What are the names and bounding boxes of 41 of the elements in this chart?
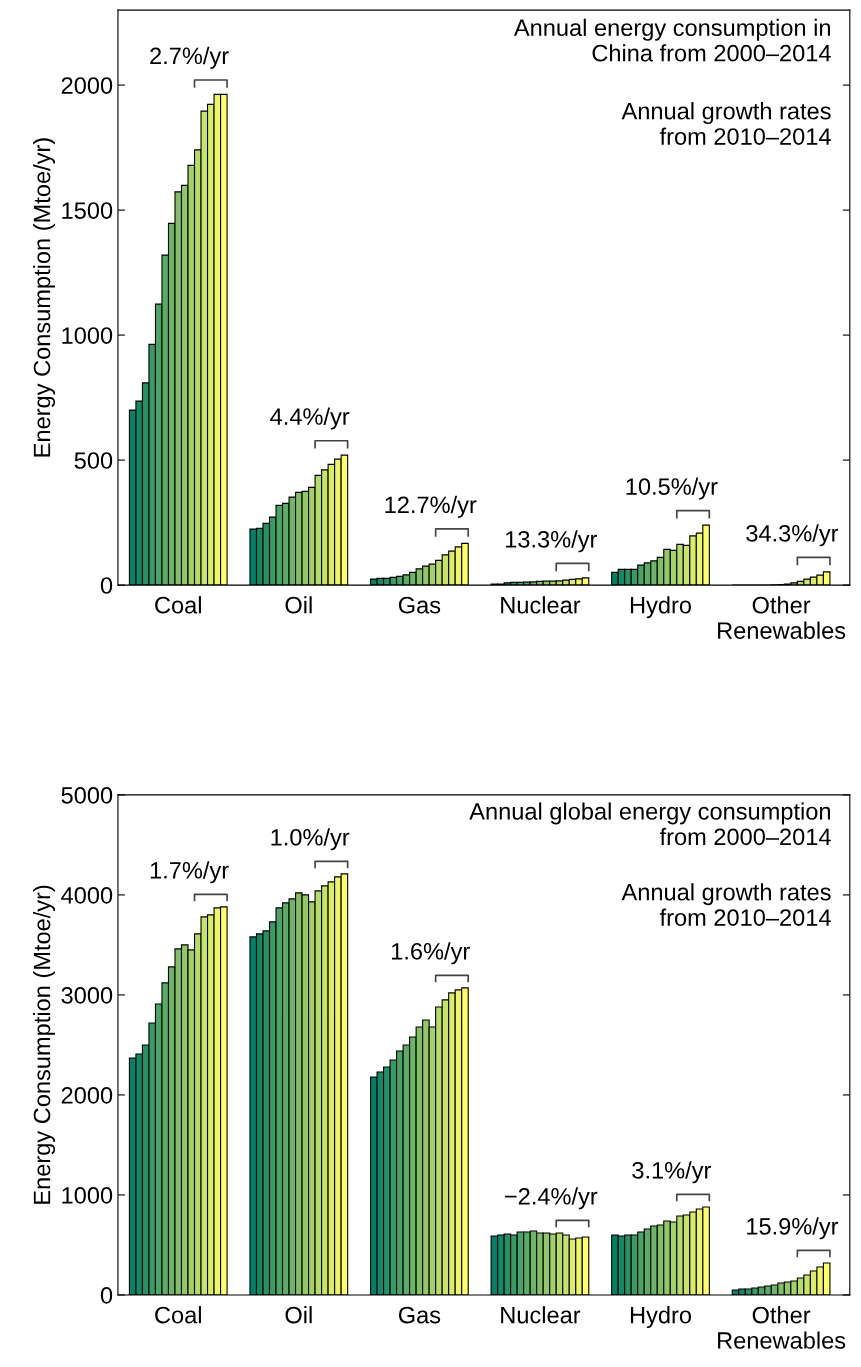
- annotation: 1.0%/yr: [271, 828, 350, 851]
- y-axis-title: Energy Consumption (Mtoe/yr): [33, 138, 56, 457]
- x-tick-label: Other Renewables: [718, 1306, 846, 1349]
- annotation: 1.6%/yr: [392, 942, 470, 965]
- y-tick-label: 2000: [61, 1087, 113, 1104]
- x-tick-label: Gas: [398, 1306, 441, 1324]
- annotation: 10.5%/yr: [626, 477, 718, 500]
- y-axis-title: Energy Consumption (Mtoe/yr): [33, 885, 56, 1204]
- annotation: Annual energy consumption in China from 2000–2014: [513, 18, 831, 62]
- y-tick-label: 4000: [61, 886, 113, 904]
- x-tick-label: Other Renewables: [718, 596, 846, 639]
- annotation: 34.3%/yr: [746, 524, 839, 547]
- annotation: 3.1%/yr: [632, 1161, 711, 1184]
- annotation: 1.7%/yr: [150, 861, 229, 884]
- x-tick-label: Gas: [398, 596, 441, 614]
- annotation: −2.4%/yr: [505, 1187, 598, 1210]
- x-tick-label: Coal: [155, 1306, 201, 1324]
- x-tick-label: Oil: [285, 596, 312, 614]
- annotation: 2.7%/yr: [150, 46, 229, 69]
- y-tick-label: 1000: [62, 327, 113, 344]
- annotation: Annual growth rates from 2010–2014: [621, 102, 831, 145]
- annotation: 12.7%/yr: [385, 495, 477, 518]
- x-tick-label: Hydro: [630, 596, 692, 619]
- annotation: Annual growth rates from 2010–2014: [621, 883, 831, 926]
- y-tick-label: 5000: [61, 786, 113, 804]
- x-tick-label: Hydro: [630, 1306, 692, 1329]
- annotation: 13.3%/yr: [506, 530, 597, 553]
- annotation: Annual global energy consumption from 2000–2014: [469, 802, 831, 846]
- y-tick-label: 0: [100, 1287, 113, 1304]
- annotation: 4.4%/yr: [270, 407, 350, 430]
- y-tick-label: 0: [100, 577, 113, 594]
- y-tick-label: 1500: [62, 202, 113, 219]
- y-tick-label: 3000: [61, 987, 113, 1004]
- x-tick-label: Nuclear: [501, 596, 581, 614]
- x-tick-label: Coal: [155, 596, 201, 614]
- y-tick-label: 2000: [61, 77, 113, 94]
- y-tick-label: 500: [74, 452, 113, 469]
- y-tick-label: 1000: [62, 1187, 113, 1204]
- x-tick-label: Nuclear: [501, 1306, 581, 1324]
- x-tick-label: Oil: [285, 1306, 312, 1324]
- annotation: 15.9%/yr: [747, 1217, 839, 1240]
